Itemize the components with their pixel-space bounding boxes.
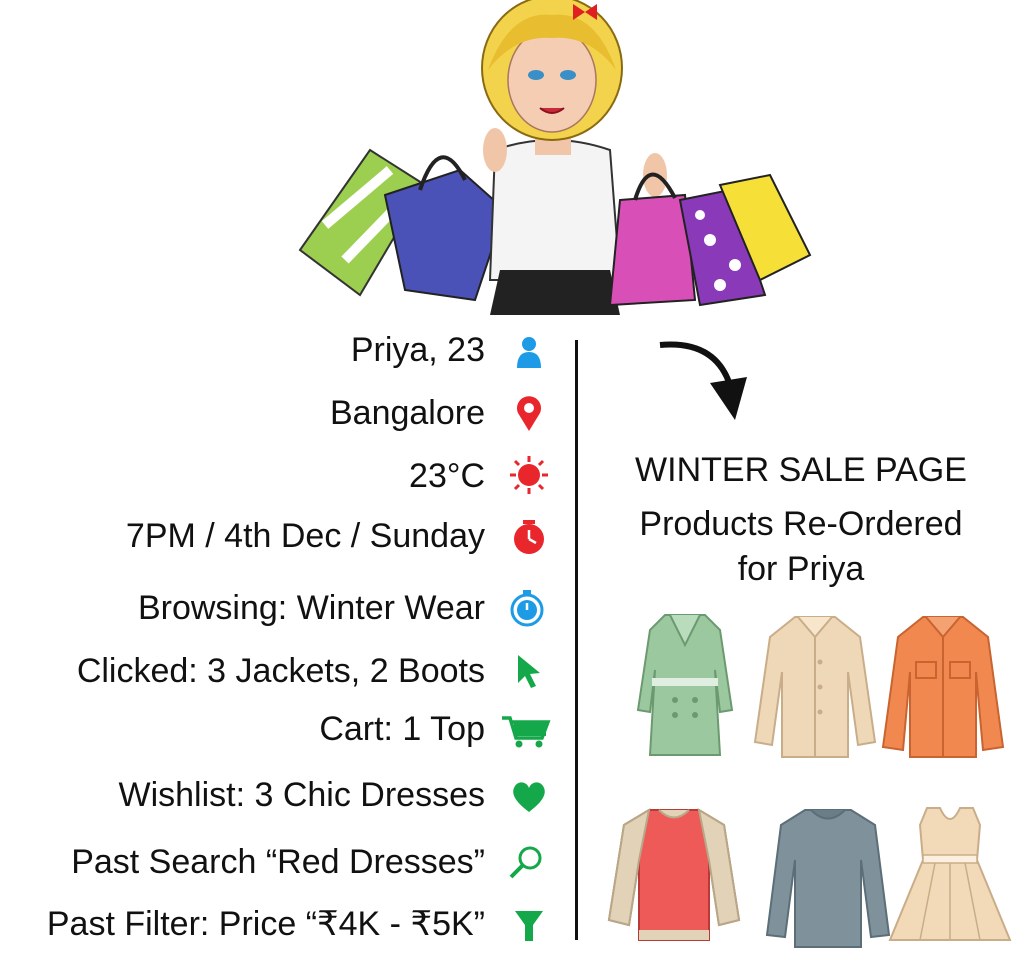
attribute-time: 7PM / 4th Dec / Sunday bbox=[125, 517, 485, 555]
winter-sale-heading: WINTER SALE PAGE bbox=[635, 451, 967, 489]
red-sweater-icon bbox=[607, 807, 741, 941]
shopper-figure bbox=[481, 0, 667, 315]
attribute-past-search: Past Search “Red Dresses” bbox=[71, 843, 485, 881]
attribute-wishlist: Wishlist: 3 Chic Dresses bbox=[118, 776, 485, 814]
trench-coat-icon bbox=[636, 614, 734, 756]
shopping-cart-icon bbox=[502, 716, 551, 748]
shopping-bags-right bbox=[608, 172, 812, 307]
cream-shirt-icon bbox=[753, 616, 877, 758]
attribute-location: Bangalore bbox=[329, 394, 485, 432]
beige-dress-icon bbox=[888, 807, 1012, 941]
attribute-clicked: Clicked: 3 Jackets, 2 Boots bbox=[76, 652, 485, 690]
clock-icon bbox=[514, 520, 544, 554]
attribute-past-filter: Past Filter: Price “₹4K - ₹5K” bbox=[46, 905, 485, 943]
attribute-name-age: Priya, 23 bbox=[350, 331, 485, 369]
reordered-subheading-line2: for Priya bbox=[737, 550, 865, 588]
reordered-subheading-line1: Products Re-Ordered bbox=[639, 505, 963, 543]
filter-icon bbox=[515, 911, 543, 941]
grey-top-icon bbox=[765, 809, 891, 948]
column-divider bbox=[575, 340, 578, 940]
shopping-bags-left bbox=[298, 148, 507, 302]
curved-arrow-icon bbox=[659, 341, 747, 420]
shopper-illustration bbox=[298, 0, 812, 315]
stopwatch-icon bbox=[510, 590, 544, 627]
attribute-temperature: 23°C bbox=[409, 457, 485, 495]
attribute-browsing: Browsing: Winter Wear bbox=[137, 589, 485, 627]
sun-icon bbox=[510, 456, 548, 494]
cursor-icon bbox=[518, 655, 540, 688]
person-icon bbox=[517, 337, 541, 368]
location-pin-icon bbox=[517, 396, 541, 431]
magnifier-icon bbox=[509, 846, 542, 879]
orange-jacket-icon bbox=[881, 616, 1005, 758]
attribute-cart: Cart: 1 Top bbox=[319, 710, 485, 748]
heart-icon bbox=[513, 782, 545, 812]
